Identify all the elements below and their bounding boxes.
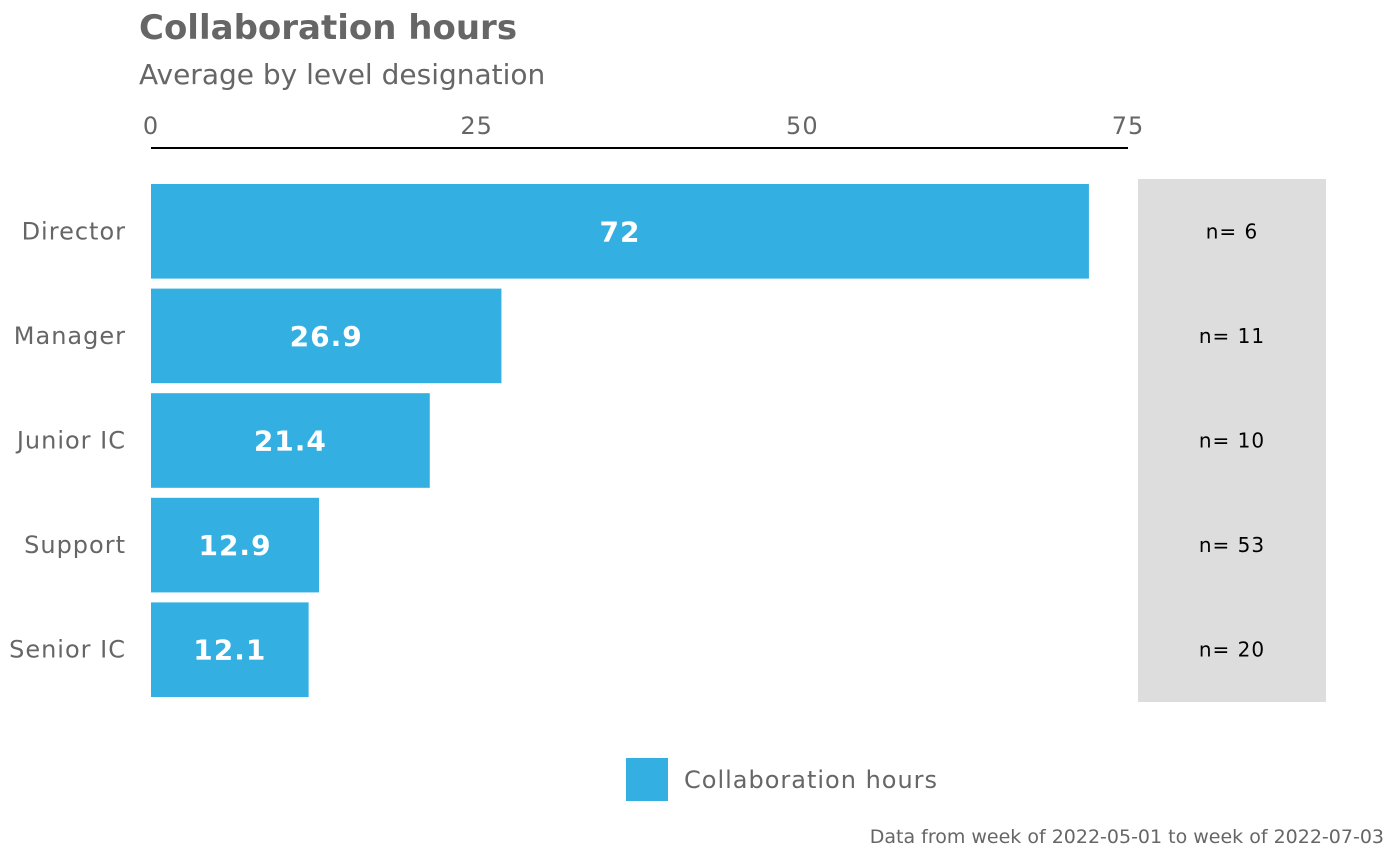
chart-caption: Data from week of 2022-05-01 to week of … [869, 826, 1384, 848]
y-category-label: Director [22, 217, 126, 245]
count-panel [1138, 179, 1326, 702]
count-label: n= 10 [1199, 429, 1265, 453]
bar [151, 602, 309, 697]
bar-value-label: 21.4 [254, 425, 327, 458]
bar-value-label: 26.9 [290, 320, 363, 353]
y-category-label: Support [24, 531, 126, 559]
count-label: n= 20 [1199, 638, 1265, 662]
y-category-label: Senior IC [9, 636, 126, 664]
bar [151, 393, 430, 488]
bar-value-label: 12.1 [193, 634, 266, 667]
legend-label: Collaboration hours [684, 766, 938, 794]
bar [151, 288, 502, 384]
count-label: n= 53 [1199, 533, 1265, 557]
bar [151, 184, 1089, 279]
x-tick-label: 50 [786, 112, 819, 140]
count-label: n= 6 [1206, 219, 1259, 243]
y-category-label: Junior IC [15, 427, 126, 455]
bar [151, 497, 320, 593]
chart-subtitle: Average by level designation [139, 58, 546, 91]
x-tick-label: 25 [460, 112, 493, 140]
bar-value-label: 72 [599, 215, 640, 248]
x-tick-label: 0 [143, 112, 159, 140]
bar-value-label: 12.9 [198, 529, 271, 562]
legend-swatch [626, 758, 668, 801]
chart-title: Collaboration hours [139, 8, 518, 48]
y-category-label: Manager [14, 322, 126, 350]
x-tick-label: 75 [1112, 112, 1145, 140]
count-label: n= 11 [1199, 324, 1265, 348]
